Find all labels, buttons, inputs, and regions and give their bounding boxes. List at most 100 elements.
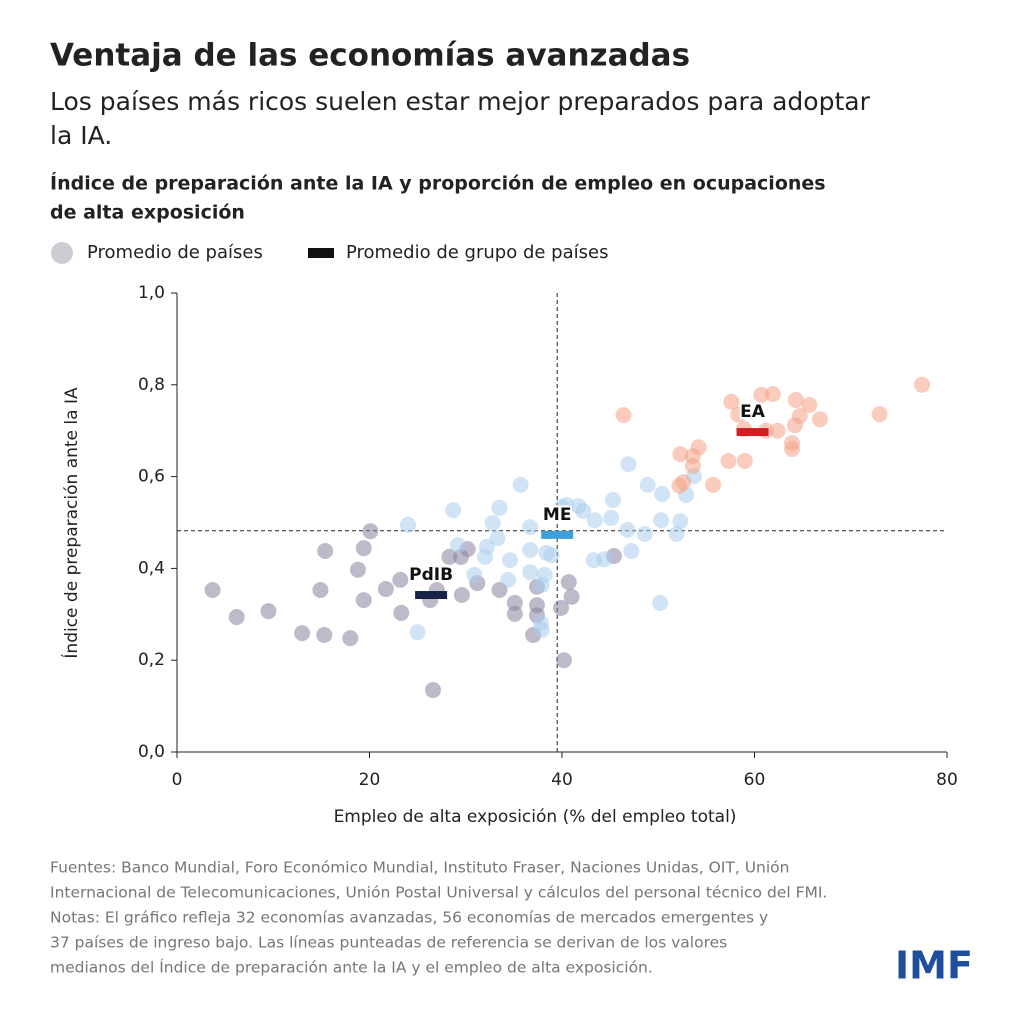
x-tick-label: 20 [359,770,381,790]
group-label: ME [543,505,572,525]
point [787,391,804,408]
point [653,512,670,529]
point [596,551,613,568]
point [425,682,442,699]
x-tick-label: 60 [744,770,766,790]
point [605,492,622,509]
point [784,441,801,458]
y-tick-label: 1,0 [138,283,165,303]
point [294,625,311,642]
point [720,452,737,469]
point [764,385,781,402]
point [484,514,501,531]
point [555,652,572,669]
note: Fuentes: Banco Mundial, Foro Económico M… [50,859,789,877]
point [639,476,656,493]
point [466,566,483,583]
legend-label: Promedio de países [87,242,263,263]
logo: IMF [895,944,973,988]
point [528,597,545,614]
point [672,446,689,463]
point [786,417,803,434]
y-axis-label: Índice de preparación ante la IA [60,387,82,659]
point [355,592,372,609]
note: medianos del Índice de preparación ante … [50,958,653,977]
point [623,542,640,559]
point [636,525,653,542]
chart-title: de alta exposición [50,202,245,224]
point [560,574,577,591]
note: Notas: El gráfico refleja 32 economías a… [50,909,768,927]
point [355,540,372,557]
x-axis-label: Empleo de alta exposición (% del empleo … [334,807,737,827]
point [543,547,560,564]
group-mean [736,428,769,437]
plot: 0,0 0,2 0,4 0,6 0,8 1,0 0 20 40 60 80 PdIB ME EA [138,283,958,790]
point [204,581,221,598]
point [500,571,517,588]
point [533,576,550,593]
point [730,406,747,423]
point [563,588,580,605]
point [553,599,570,616]
point [317,542,334,559]
point [506,605,523,622]
point [705,476,722,493]
point [260,603,277,620]
y-tick-label: 0,6 [138,467,165,487]
point [312,581,329,598]
group-mean [415,591,448,600]
point [377,581,394,598]
group-label: EA [740,402,766,422]
point [684,458,701,475]
point [342,630,359,647]
point [491,499,508,516]
point [913,376,930,393]
subtitle: Los países más ricos suelen estar mejor … [50,87,871,116]
point [671,477,688,494]
point [533,621,550,638]
point [506,594,523,611]
note: Internacional de Telecomunicaciones, Uni… [50,884,827,902]
point [522,542,539,559]
point [769,422,786,439]
point [619,521,636,538]
legend-swatch [51,242,73,264]
y-tick-label: 0,8 [138,375,165,395]
footnotes: Fuentes: Banco Mundial, Foro Económico M… [50,859,827,977]
point [736,452,753,469]
point [522,519,539,536]
group-label: PdIB [409,565,453,585]
point [362,523,379,540]
point [228,609,245,626]
point [450,536,467,553]
legend-label: Promedio de grupo de países [346,242,608,263]
legend-swatch [308,248,334,258]
point [477,548,493,565]
y-tick-label: 0,0 [138,742,165,762]
point [393,604,410,621]
y-tick-label: 0,2 [138,650,165,670]
point [502,552,519,569]
point [445,502,462,519]
x-tick-label: 40 [551,770,573,790]
point [652,594,669,611]
point [753,386,770,403]
point [620,456,637,473]
point [409,624,426,641]
x-tick-label: 0 [172,770,183,790]
note: 37 países de ingreso bajo. Las líneas pu… [50,934,727,952]
point [672,513,689,530]
point [441,548,458,565]
point [801,396,818,413]
point [400,516,416,533]
point [603,509,620,526]
point [558,497,575,514]
chart-title: Índice de preparación ante la IA y propo… [50,172,826,195]
point [811,411,828,428]
point [512,476,529,493]
point [522,564,539,581]
y-tick-label: 0,4 [138,558,165,578]
point [453,587,470,604]
